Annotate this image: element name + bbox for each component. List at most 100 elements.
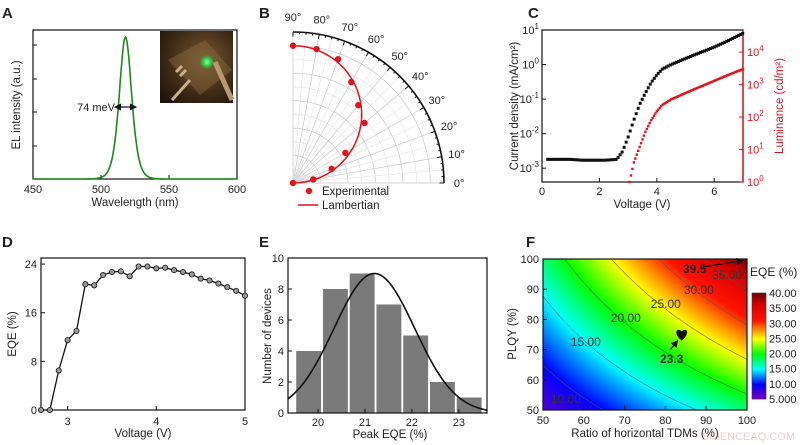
experimental-point <box>328 165 335 173</box>
substrate <box>168 40 232 95</box>
polar-tick <box>418 101 421 104</box>
colorbar-segment <box>752 313 766 315</box>
current-density-point <box>674 60 678 64</box>
eqe-point <box>224 284 231 291</box>
x-axis-label: Peak EQE (%) <box>353 429 428 441</box>
luminance-point <box>708 81 712 84</box>
colorbar-segment <box>752 305 766 307</box>
current-density-point <box>570 157 574 161</box>
luminance-point <box>734 70 738 74</box>
current-density-point <box>582 158 586 162</box>
colorbar-segment <box>752 349 766 351</box>
colorbar-segment <box>752 381 766 383</box>
eqe-point <box>241 292 248 299</box>
eqe-point <box>100 272 107 279</box>
current-density-point <box>672 61 676 65</box>
current-density-point <box>705 48 709 52</box>
angle-tick-label: 0° <box>454 178 465 190</box>
watermark: SCIENCEAQ.COM <box>701 431 795 443</box>
histogram-bar <box>456 397 482 413</box>
x-tick-label: 60 <box>578 415 590 427</box>
current-density-point <box>686 55 690 59</box>
colorbar-segment <box>752 387 766 389</box>
luminance-point <box>681 93 684 96</box>
luminance-point <box>701 84 704 87</box>
colorbar-segment <box>752 368 766 370</box>
colorbar-tick-label: 5.000 <box>769 394 797 406</box>
polar-grid-ray <box>292 96 417 184</box>
current-density-point <box>598 158 602 162</box>
x-tick-label: 3 <box>65 416 71 428</box>
colorbar-segment <box>752 376 766 378</box>
current-density-point <box>703 49 707 53</box>
luminance-point <box>651 116 654 120</box>
current-density-point <box>741 31 745 35</box>
x-tick-label: 100 <box>738 415 756 427</box>
histogram-bar <box>376 304 402 413</box>
colorbar-segment <box>752 392 766 394</box>
current-density-point <box>727 38 731 42</box>
colorbar-segment <box>752 395 766 397</box>
polar-tick <box>349 43 352 46</box>
polar-tick <box>437 156 442 159</box>
colorbar-segment <box>752 314 766 316</box>
colorbar-segment <box>752 367 766 369</box>
colorbar-tick-label: 25.00 <box>769 333 797 345</box>
current-density-point <box>662 66 666 70</box>
current-density-point <box>680 58 684 62</box>
luminance-point <box>720 76 723 80</box>
experimental-point <box>313 45 320 53</box>
eqe-point <box>206 277 213 284</box>
current-density-point <box>546 157 550 161</box>
current-density-point <box>572 158 576 162</box>
current-density-point <box>723 40 727 44</box>
colorbar-tick-label: 10.00 <box>769 379 797 391</box>
el-spectrum-line <box>33 35 237 180</box>
y-tick-label: 70 <box>527 345 539 357</box>
luminance-point <box>728 73 732 76</box>
x-axis-label: Voltage (V) <box>115 428 172 440</box>
contour-label: 15.00 <box>571 335 601 349</box>
contour-line <box>542 365 603 410</box>
luminance-point <box>649 118 653 122</box>
angle-tick-label: 90° <box>285 12 302 24</box>
eqe-point <box>233 287 240 294</box>
eqe-point <box>162 264 169 271</box>
colorbar-segment <box>752 293 766 295</box>
colorbar-segment <box>752 390 766 392</box>
polar-tick <box>393 71 396 74</box>
lambertian-line <box>292 44 363 184</box>
colorbar-segment <box>752 334 766 336</box>
current-density-point <box>701 50 705 54</box>
x-tick-label: 80 <box>659 415 671 427</box>
polar-tick <box>419 107 425 111</box>
luminance-point <box>629 174 633 177</box>
luminance-point <box>700 85 703 88</box>
colorbar-segment <box>752 336 766 338</box>
polar-grid-ray <box>292 67 391 184</box>
current-density-point <box>711 46 715 50</box>
current-density-point <box>715 44 719 48</box>
colorbar-segment <box>752 356 766 358</box>
current-density-point <box>610 158 614 162</box>
polar-tick <box>424 112 428 115</box>
experimental-point <box>348 78 355 86</box>
polar-tick <box>386 67 391 72</box>
luminance-point <box>715 78 719 81</box>
colorbar-segment <box>752 341 766 343</box>
x-tick-label: 550 <box>160 184 178 196</box>
luminance-point <box>723 75 726 78</box>
colorbar-segment <box>752 389 766 391</box>
contour-label: 25.00 <box>651 297 681 311</box>
y-tick-label: 0 <box>278 408 284 420</box>
colorbar-segment <box>752 379 766 381</box>
experimental-point <box>342 149 349 156</box>
current-density-point <box>654 74 658 78</box>
luminance-point <box>705 82 709 86</box>
colorbar-segment <box>752 372 766 374</box>
luminance-point <box>731 71 735 75</box>
colorbar-segment <box>752 310 766 312</box>
luminance-point <box>628 180 631 184</box>
eqe-point <box>126 273 133 280</box>
current-density-point <box>560 157 564 161</box>
